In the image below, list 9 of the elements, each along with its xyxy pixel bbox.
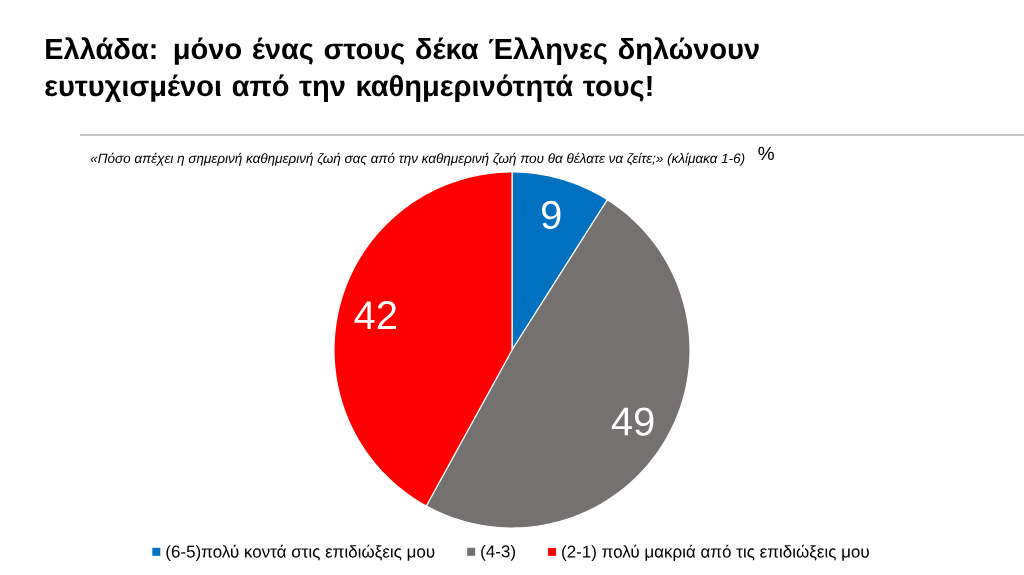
legend-label: (2-1) πολύ μακριά από τις επιδιώξεις μου <box>562 544 869 561</box>
legend-label: (4-3) <box>481 544 515 561</box>
data-label: 9 <box>542 200 561 230</box>
text: % <box>758 146 774 161</box>
chart-subtitle: «Πόσο απέχει η σημερινή καθημερινή ζωή σας από την καθημερινή ζωή που θα θέλατε να ζείτε;» (κλίμακα 1-6) <box>90 152 745 166</box>
data-label: 42 <box>354 301 397 329</box>
chart-title: Ελλάδα: μόνο ένας στους δέκα Έλληνες δηλώνουν ευτυχισμένοι από την καθημερινότητά τους! <box>45 37 759 102</box>
data-label: 49 <box>611 407 654 436</box>
legend-label: (6-5)πολύ κοντά στις επιδιώξεις μου <box>166 544 435 561</box>
